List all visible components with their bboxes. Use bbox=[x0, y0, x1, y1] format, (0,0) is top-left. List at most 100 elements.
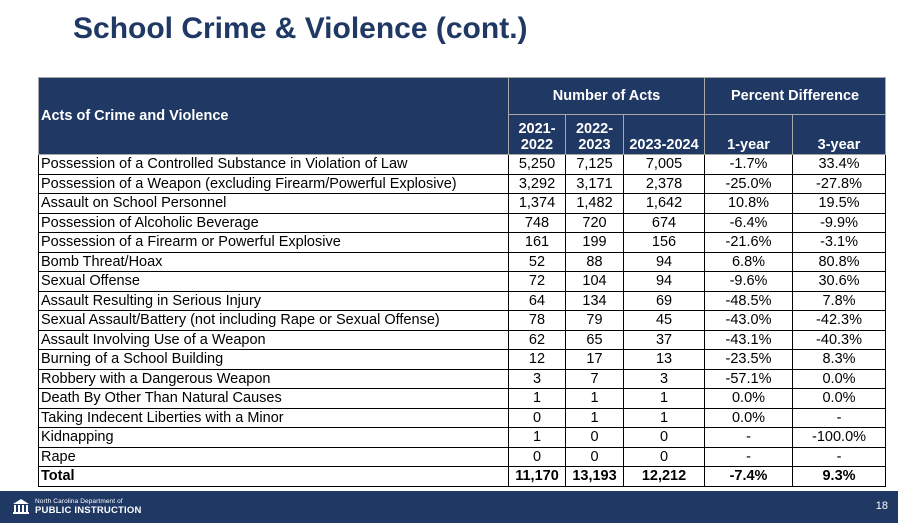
act-label: Sexual Offense bbox=[38, 271, 509, 292]
value-2023-2024: 1 bbox=[622, 388, 706, 409]
act-label: Taking Indecent Liberties with a Minor bbox=[38, 407, 509, 428]
value-2022-2023: 199 bbox=[565, 232, 624, 253]
pct-3-year: 8.3% bbox=[792, 349, 887, 370]
table-row: Taking Indecent Liberties with a Minor 0 1… bbox=[38, 407, 887, 428]
page-number: 18 bbox=[875, 500, 888, 512]
logo-line-1: North Carolina Department of bbox=[35, 497, 123, 505]
pct-1-year: 6.8% bbox=[704, 251, 794, 272]
pct-1-year: -43.0% bbox=[704, 310, 794, 331]
column-header-2021-2022: 2021- 2022 bbox=[508, 114, 566, 155]
act-label: Sexual Assault/Battery (not including Ra… bbox=[38, 310, 509, 331]
pct-3-year: 0.0% bbox=[792, 388, 887, 409]
value-2023-2024: 13 bbox=[622, 349, 706, 370]
pct-1-year: - bbox=[704, 446, 794, 467]
value-2023-2024: 674 bbox=[622, 212, 706, 233]
column-header-acts: Acts of Crime and Violence bbox=[38, 77, 509, 155]
dpi-building-icon bbox=[13, 499, 29, 514]
value-2021-2022: 12 bbox=[508, 349, 566, 370]
table-row: Death By Other Than Natural Causes 1 1 1 0.0… bbox=[38, 388, 887, 409]
value-2021-2022: 78 bbox=[508, 310, 566, 331]
value-2023-2024: 2,378 bbox=[622, 173, 706, 194]
header-line: 2023 bbox=[578, 137, 611, 153]
value-2022-2023: 1 bbox=[565, 388, 624, 409]
act-label: Assault Resulting in Serious Injury bbox=[38, 290, 509, 311]
total-row: Total 11,170 13,193 12,212 -7.4% 9.3% bbox=[38, 466, 887, 487]
pct-1-year: -21.6% bbox=[704, 232, 794, 253]
table-row: Bomb Threat/Hoax 52 88 94 6.8% 80.8% bbox=[38, 251, 887, 272]
pct-3-year: 7.8% bbox=[792, 290, 887, 311]
header-line: 2022- bbox=[575, 121, 614, 137]
value-2023-2024: 45 bbox=[622, 310, 706, 331]
table-row: Burning of a School Building 12 17 13 -23.5%… bbox=[38, 349, 887, 370]
value-2021-2022: 3,292 bbox=[508, 173, 566, 194]
pct-3-year: - bbox=[792, 446, 887, 467]
table-row: Assault Resulting in Serious Injury 64 134… bbox=[38, 290, 887, 311]
act-label: Burning of a School Building bbox=[38, 349, 509, 370]
value-2023-2024: 0 bbox=[622, 427, 706, 448]
act-label: Bomb Threat/Hoax bbox=[38, 251, 509, 272]
pct-3-year: -40.3% bbox=[792, 329, 887, 350]
logo-line-2: PUBLIC INSTRUCTION bbox=[35, 505, 142, 516]
pct-3-year: -42.3% bbox=[792, 310, 887, 331]
act-label: Robbery with a Dangerous Weapon bbox=[38, 368, 509, 389]
value-2021-2022: 62 bbox=[508, 329, 566, 350]
pct-1-year: -57.1% bbox=[704, 368, 794, 389]
table-row: Assault on School Personnel 1,374 1,482 1,6… bbox=[38, 193, 887, 214]
table-row: Assault Involving Use of a Weapon 62 65 37-… bbox=[38, 329, 887, 350]
value-2023-2024: 7,005 bbox=[622, 154, 706, 175]
pct-1-year: -48.5% bbox=[704, 290, 794, 311]
value-2022-2023: 13,193 bbox=[565, 466, 624, 487]
value-2021-2022: 0 bbox=[508, 446, 566, 467]
header-line: 2022 bbox=[520, 137, 554, 153]
act-label: Total bbox=[38, 466, 509, 487]
pct-1-year: -23.5% bbox=[704, 349, 794, 370]
pct-1-year: -1.7% bbox=[704, 154, 794, 175]
pct-1-year: 0.0% bbox=[704, 388, 794, 409]
act-label: Rape bbox=[38, 446, 509, 467]
act-label: Death By Other Than Natural Causes bbox=[38, 388, 509, 409]
table-row: Kidnapping 1 0 0- -100.0% bbox=[38, 427, 887, 448]
table-body: Possession of a Controlled Substance in … bbox=[38, 154, 887, 487]
pct-3-year: 33.4% bbox=[792, 154, 887, 175]
pct-1-year: -25.0% bbox=[704, 173, 794, 194]
value-2022-2023: 3,171 bbox=[565, 173, 624, 194]
act-label: Kidnapping bbox=[38, 427, 509, 448]
pct-1-year: -6.4% bbox=[704, 212, 794, 233]
pct-1-year: 10.8% bbox=[704, 193, 794, 214]
table-row: Robbery with a Dangerous Weapon 3 7 3 -57.1%… bbox=[38, 368, 887, 389]
pct-3-year: 9.3% bbox=[792, 466, 887, 487]
value-2022-2023: 720 bbox=[565, 212, 624, 233]
value-2021-2022: 748 bbox=[508, 212, 566, 233]
pct-3-year: -27.8% bbox=[792, 173, 887, 194]
table-row: Possession of Alcoholic Beverage 748 720 67… bbox=[38, 212, 887, 233]
value-2022-2023: 79 bbox=[565, 310, 624, 331]
pct-3-year: -3.1% bbox=[792, 232, 887, 253]
pct-1-year: -9.6% bbox=[704, 271, 794, 292]
column-header-3-year: 3-year bbox=[792, 114, 887, 155]
value-2022-2023: 104 bbox=[565, 271, 624, 292]
act-label: Possession of a Firearm or Powerful Expl… bbox=[38, 232, 509, 253]
value-2022-2023: 17 bbox=[565, 349, 624, 370]
value-2021-2022: 161 bbox=[508, 232, 566, 253]
act-label: Assault on School Personnel bbox=[38, 193, 509, 214]
slide-title: School Crime & Violence (cont.) bbox=[73, 12, 528, 45]
value-2022-2023: 0 bbox=[565, 446, 624, 467]
pct-3-year: 30.6% bbox=[792, 271, 887, 292]
column-header-2023-2024: 2023-2024 bbox=[622, 114, 706, 155]
value-2022-2023: 0 bbox=[565, 427, 624, 448]
value-2021-2022: 1 bbox=[508, 427, 566, 448]
pct-1-year: - bbox=[704, 427, 794, 448]
value-2023-2024: 94 bbox=[622, 271, 706, 292]
value-2021-2022: 1,374 bbox=[508, 193, 566, 214]
pct-3-year: -9.9% bbox=[792, 212, 887, 233]
value-2022-2023: 7 bbox=[565, 368, 624, 389]
header-line: 2021- bbox=[518, 121, 556, 137]
table-row: Sexual Offense 72 104 94 -9.6% 30.6% bbox=[38, 271, 887, 292]
pct-3-year: - bbox=[792, 407, 887, 428]
value-2022-2023: 1,482 bbox=[565, 193, 624, 214]
table-row: Possession of a Controlled Substance in … bbox=[38, 154, 887, 175]
table-row: Rape 0 0 0- - bbox=[38, 446, 887, 467]
footer-bar: North Carolina Department of PUBLIC INST… bbox=[0, 491, 898, 523]
value-2022-2023: 7,125 bbox=[565, 154, 624, 175]
value-2021-2022: 3 bbox=[508, 368, 566, 389]
